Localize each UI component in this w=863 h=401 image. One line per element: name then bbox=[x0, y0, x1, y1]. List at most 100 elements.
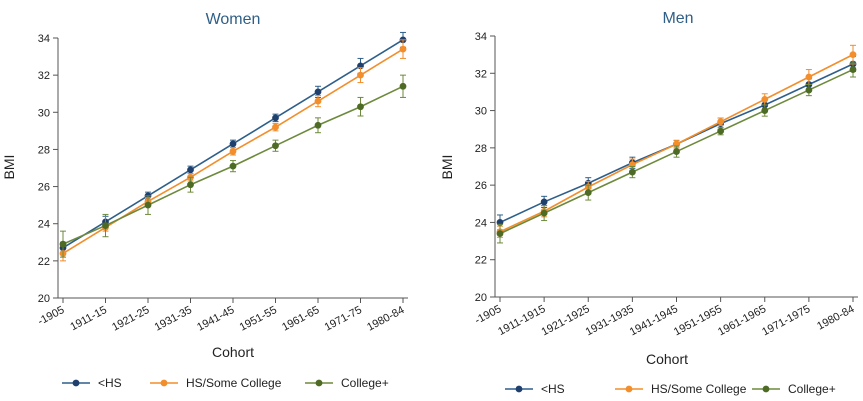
x-tick-label: 1961-1965 bbox=[716, 303, 768, 338]
x-tick-label: -1905 bbox=[36, 304, 66, 328]
data-point bbox=[102, 222, 109, 229]
plot-area-women: 20 22 24 26 28 30 32 34 -1905 1911-15 1921-25 1931-… bbox=[36, 31, 408, 334]
data-point bbox=[229, 147, 237, 155]
legend-label: <HS bbox=[98, 376, 122, 390]
legend-swatch-marker bbox=[762, 385, 770, 393]
x-tick-label: 1961-65 bbox=[280, 304, 321, 334]
data-point bbox=[399, 45, 407, 53]
legend-swatch-marker bbox=[160, 379, 168, 387]
x-tick-label: 1951-55 bbox=[238, 304, 279, 334]
y-tick-label: 26 bbox=[475, 180, 487, 192]
y-tick-label: 26 bbox=[38, 182, 50, 194]
data-point bbox=[761, 95, 769, 103]
data-point bbox=[314, 121, 322, 129]
legend-swatch-marker bbox=[625, 385, 633, 393]
data-point bbox=[357, 71, 364, 79]
x-axis-label-men: Cohort bbox=[646, 351, 688, 367]
data-point bbox=[272, 114, 279, 122]
y-tick-label: 34 bbox=[38, 33, 50, 45]
y-tick-label: 30 bbox=[38, 107, 50, 119]
legend-swatch-marker bbox=[72, 379, 80, 387]
data-point bbox=[229, 140, 237, 148]
plot-area-men: 2022242628303234-19051911-19151921-19251… bbox=[473, 31, 858, 338]
data-point bbox=[399, 82, 407, 90]
data-point bbox=[540, 198, 548, 206]
y-tick-label: 24 bbox=[38, 219, 50, 231]
legend-label: HS/Some College bbox=[651, 382, 747, 396]
legend-item-hs: <HS bbox=[505, 382, 565, 396]
data-point bbox=[717, 127, 725, 135]
y-tick-label: 22 bbox=[38, 256, 50, 268]
x-tick-label: 1980-84 bbox=[365, 304, 406, 334]
legend-item-college: College+ bbox=[752, 382, 836, 396]
y-axis-label-men: BMI bbox=[439, 155, 455, 180]
y-tick-label: 34 bbox=[475, 31, 487, 43]
legend-label: <HS bbox=[541, 382, 565, 396]
data-point bbox=[849, 66, 857, 73]
y-tick-label: 20 bbox=[38, 293, 50, 305]
chart-title-men: Men bbox=[662, 10, 693, 27]
data-point bbox=[272, 123, 279, 131]
series-college-women bbox=[59, 74, 407, 258]
y-axis-label-women: BMI bbox=[1, 155, 17, 180]
data-point bbox=[673, 148, 680, 155]
y-tick-label: 24 bbox=[475, 217, 487, 229]
data-point bbox=[59, 240, 67, 248]
legend-swatch-marker bbox=[515, 385, 523, 393]
legend-swatch-marker bbox=[315, 379, 323, 387]
panel-men: Men BMI Cohort 20 22 24 26 28 30 32 34 -19051911… bbox=[439, 10, 858, 396]
x-axis-label-women: Cohort bbox=[212, 344, 254, 360]
legend-men: <HS HS/Some College College+ bbox=[505, 382, 836, 396]
y-tick-label: 32 bbox=[38, 70, 50, 82]
legend-women: <HS HS/Some College College+ bbox=[62, 376, 389, 390]
data-point bbox=[761, 107, 769, 114]
series-hs-women bbox=[59, 31, 407, 254]
x-tick-label: 1911-1915 bbox=[496, 303, 547, 338]
data-point bbox=[187, 166, 194, 174]
data-point bbox=[805, 86, 813, 94]
x-tick-label: 1941-45 bbox=[195, 304, 236, 334]
y-tick-label: 30 bbox=[475, 106, 487, 118]
series-hs-some-college-men bbox=[496, 44, 857, 238]
legend-item-hs-some-college: HS/Some College bbox=[150, 376, 282, 390]
data-point bbox=[144, 201, 152, 209]
data-point bbox=[540, 209, 548, 217]
data-point bbox=[849, 51, 857, 59]
x-tick-label: 1980-84 bbox=[815, 303, 856, 333]
x-tick-label: 1951-1955 bbox=[672, 303, 724, 338]
data-point bbox=[314, 88, 322, 96]
x-tick-label: 1941-1945 bbox=[628, 303, 680, 338]
chart-title-women: Women bbox=[206, 11, 261, 28]
x-tick-label: 1971-1975 bbox=[760, 303, 812, 338]
x-tick-label: 1921-1925 bbox=[540, 303, 592, 338]
data-point bbox=[314, 97, 322, 105]
data-point bbox=[717, 118, 725, 126]
y-tick-label: 22 bbox=[475, 255, 487, 267]
series-hs-some-college-women bbox=[59, 39, 407, 262]
data-point bbox=[272, 142, 279, 150]
x-tick-label: 1931-35 bbox=[153, 304, 194, 334]
legend-item-college: College+ bbox=[305, 376, 389, 390]
legend-label: College+ bbox=[788, 382, 836, 396]
legend-item-hs-some-college: HS/Some College bbox=[615, 382, 747, 396]
data-point bbox=[584, 189, 592, 197]
data-point bbox=[357, 103, 364, 111]
x-tick-label: 1911-15 bbox=[68, 304, 109, 333]
data-point bbox=[187, 181, 194, 189]
x-tick-label: 1931-1935 bbox=[584, 303, 636, 338]
data-point bbox=[496, 230, 504, 238]
x-tick-label: 1921-25 bbox=[110, 304, 151, 334]
data-point bbox=[628, 168, 636, 176]
legend-label: HS/Some College bbox=[186, 376, 282, 390]
series-college-men bbox=[496, 61, 857, 244]
data-point bbox=[229, 162, 237, 170]
y-tick-label: 20 bbox=[475, 292, 487, 304]
data-point bbox=[805, 73, 813, 81]
y-tick-label: 28 bbox=[38, 144, 50, 156]
x-tick-label: 1971-75 bbox=[323, 304, 364, 334]
legend-label: College+ bbox=[341, 376, 389, 390]
x-tick-label: -1905 bbox=[473, 303, 503, 327]
